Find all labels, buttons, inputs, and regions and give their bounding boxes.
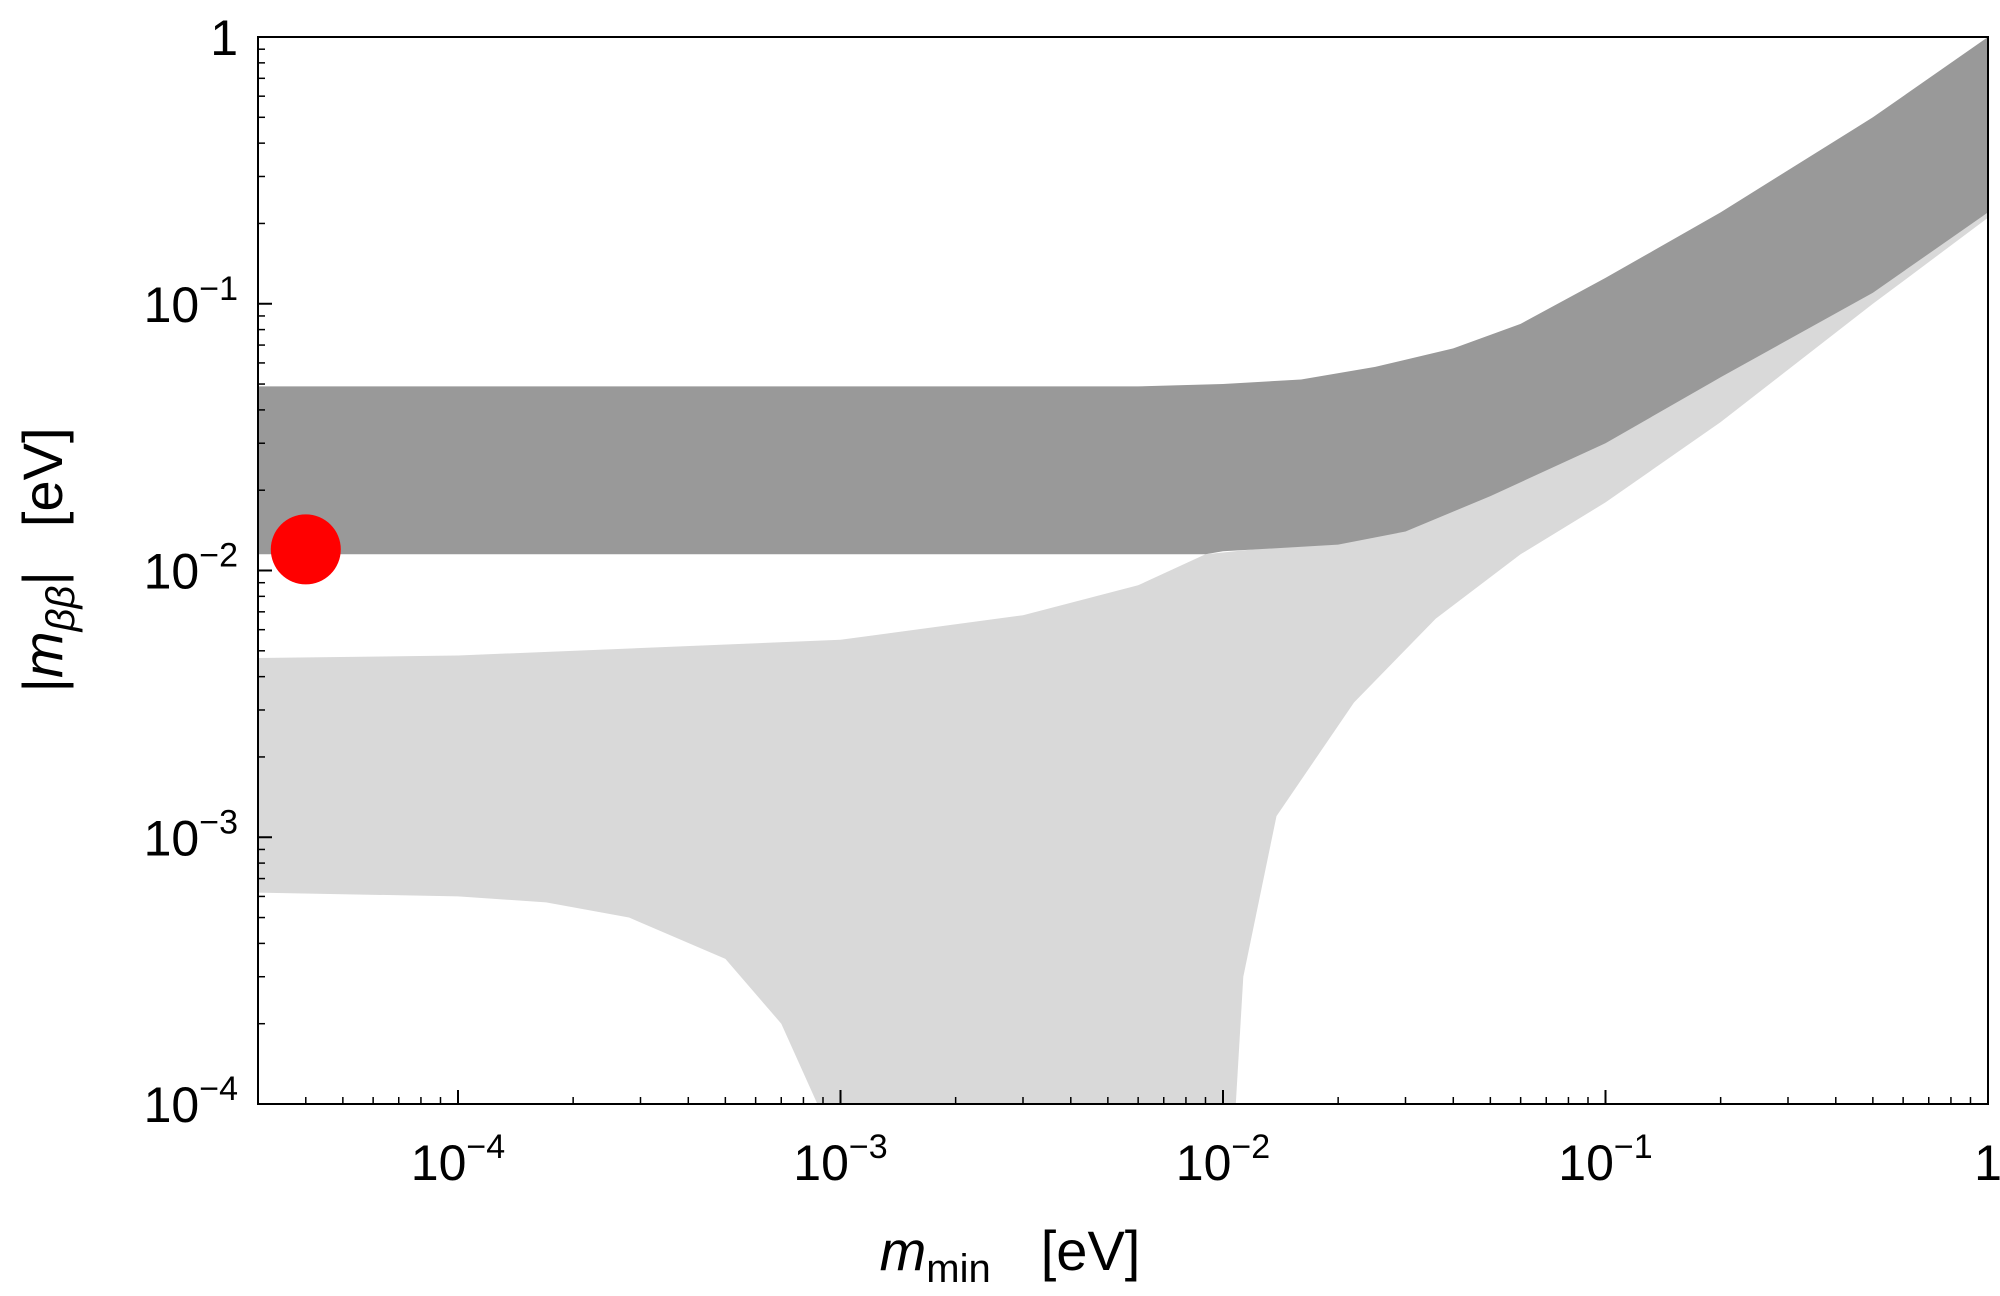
x-tick-label-0-0001: 10−4 xyxy=(411,1128,505,1191)
bands xyxy=(258,37,1988,1104)
x-axis-label: mmin [eV] xyxy=(880,1219,1141,1291)
x-tick-label-0-001: 10−3 xyxy=(793,1128,887,1191)
x-tick-label-0-1: 10−1 xyxy=(1558,1128,1652,1191)
data-point-1 xyxy=(270,514,341,585)
y-tick-label-0-001: 10−3 xyxy=(144,803,238,866)
band-2 xyxy=(258,37,1988,555)
x-tick-label-0-01: 10−2 xyxy=(1176,1128,1270,1191)
points xyxy=(270,514,341,585)
y-tick-label-0-1: 10−1 xyxy=(144,270,238,333)
y-tick-label-1: 1 xyxy=(210,10,238,66)
x-tick-label-1: 1 xyxy=(1974,1135,2000,1191)
y-tick-label-0-0001: 10−4 xyxy=(144,1070,238,1133)
ticks: 10−4 10−3 10−2 10−1 1 10−4 10−3 10−2 10−1 1 xyxy=(144,10,2000,1191)
y-axis-label: |mββ|[eV] xyxy=(11,427,83,692)
y-tick-label-0-01: 10−2 xyxy=(144,537,238,600)
band-1 xyxy=(258,212,1988,1104)
